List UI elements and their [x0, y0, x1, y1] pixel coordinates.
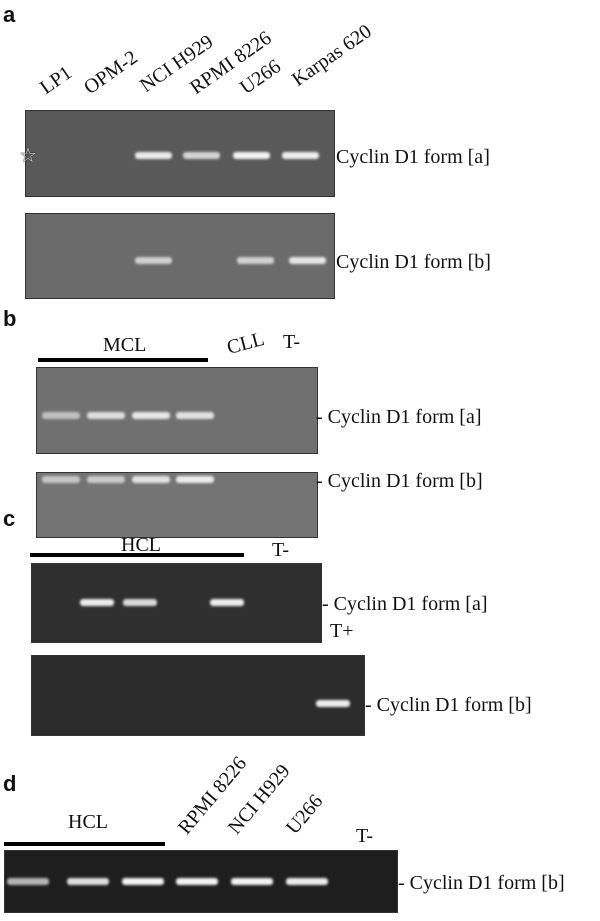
lane-label: LP1	[35, 61, 76, 99]
gel-band	[236, 257, 274, 264]
lane-label: OPM-2	[79, 46, 142, 99]
gel-band	[67, 878, 109, 885]
panel-d-label: d	[3, 771, 17, 796]
gel-band	[288, 257, 326, 264]
gel-band	[42, 412, 80, 419]
gel-label: - Cyclin D1 form [a]	[316, 406, 482, 428]
gel-band	[286, 878, 328, 885]
group-bar	[38, 358, 208, 362]
gel-band	[232, 152, 270, 159]
panel-c-label: c	[3, 506, 16, 531]
gel-band	[132, 476, 170, 483]
gel-label: Cyclin D1 form [a]	[336, 146, 490, 168]
lane-label: U266	[281, 790, 328, 839]
gel-band	[176, 476, 214, 483]
gel-label: - Cyclin D1 form [b]	[316, 470, 483, 492]
gel-b-form-a	[36, 367, 318, 454]
star-icon: ☆	[19, 145, 37, 167]
group-label: HCL	[68, 811, 108, 833]
group-label: MCL	[103, 334, 147, 356]
gel-band	[231, 878, 273, 885]
gel-band	[281, 152, 319, 159]
lane-label: Karpas 620	[287, 20, 376, 91]
lane-label: T-	[356, 825, 374, 847]
gel-d-form-b	[4, 850, 398, 913]
group-bar	[4, 842, 165, 846]
gel-band	[176, 412, 214, 419]
lane-label: CLL	[224, 327, 267, 359]
gel-band	[7, 878, 49, 885]
group-label: HCL	[121, 534, 161, 556]
gel-band	[80, 599, 114, 606]
group-bar	[30, 553, 244, 557]
gel-band	[134, 257, 172, 264]
panel-b-label: b	[3, 306, 17, 331]
gel-label: - Cyclin D1 form [b]	[365, 694, 532, 716]
gel-band	[182, 152, 220, 159]
lane-label: T-	[283, 331, 301, 353]
gel-band	[132, 412, 170, 419]
gel-band	[87, 476, 125, 483]
gel-label: - Cyclin D1 form [a]	[322, 593, 488, 615]
lane-label: T-	[272, 539, 290, 561]
gel-band	[316, 700, 350, 707]
gel-a-form-a	[25, 110, 335, 197]
gel-band	[122, 878, 164, 885]
lane-label: T+	[330, 620, 354, 642]
gel-band	[210, 599, 244, 606]
gel-band	[134, 152, 172, 159]
gel-b-form-b	[36, 472, 318, 538]
panel-a-label: a	[3, 2, 16, 27]
gel-band	[176, 878, 218, 885]
gel-c-form-a	[31, 563, 322, 643]
gel-a-form-b	[25, 213, 335, 299]
gel-c-form-b	[31, 655, 365, 736]
gel-band	[87, 412, 125, 419]
gel-band	[123, 599, 157, 606]
gel-label: - Cyclin D1 form [b]	[398, 872, 565, 894]
gel-label: Cyclin D1 form [b]	[336, 251, 491, 273]
gel-band	[42, 476, 80, 483]
